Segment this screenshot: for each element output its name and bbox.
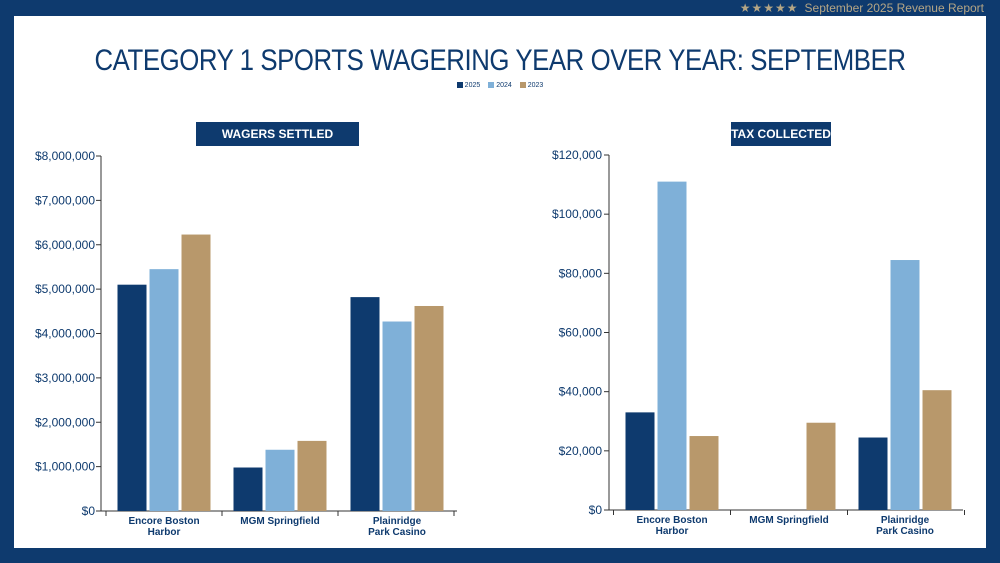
legend: 2025 2024 2023: [0, 82, 1000, 89]
wagers-y-tick-label: $5,000,000: [35, 282, 95, 296]
tax-y-tick-label: $60,000: [559, 326, 603, 340]
tax-y-tick-label: $100,000: [552, 207, 602, 221]
wagers-category-label: MGM Springfield: [240, 516, 319, 527]
wagers-category-label: Park Casino: [368, 527, 426, 538]
tax-category-label: Encore Boston: [636, 515, 707, 526]
wagers-settled-title: WAGERS SETTLED: [196, 122, 359, 146]
legend-label-2023: 2023: [527, 82, 544, 89]
wagers-y-tick-label: $7,000,000: [35, 193, 95, 207]
tax-category-label: MGM Springfield: [749, 515, 828, 526]
tax-bar-2024: [657, 181, 687, 510]
wagers-y-tick-label: $4,000,000: [35, 327, 95, 341]
tax-category-label: Harbor: [656, 526, 689, 537]
legend-item-2025: 2025: [456, 82, 481, 89]
tax-bar-2025: [625, 412, 655, 510]
wagers-bar-2023: [297, 440, 327, 511]
legend-swatch-2025: [456, 82, 463, 89]
report-label: September 2025 Revenue Report: [804, 1, 984, 15]
tax-category-label: Plainridge: [881, 515, 930, 526]
wagers-bar-2024: [382, 321, 412, 511]
report-tag: ★★★★★ September 2025 Revenue Report: [740, 0, 984, 16]
page-title: CATEGORY 1 SPORTS WAGERING YEAR OVER YEA…: [94, 44, 906, 77]
tax-collected-title: TAX COLLECTED: [731, 122, 831, 146]
tax-y-tick-label: $120,000: [552, 148, 602, 162]
legend-label-2025: 2025: [464, 82, 481, 89]
wagers-bar-2024: [265, 449, 295, 511]
tax-y-tick-label: $20,000: [559, 444, 603, 458]
wagers-bar-2025: [233, 467, 263, 511]
tax-category-label: Park Casino: [876, 526, 934, 537]
tax-y-tick-label: $0: [589, 503, 603, 517]
star-icons: ★★★★★: [739, 1, 799, 15]
tax-bar-2023: [806, 422, 836, 510]
wagers-bar-2024: [149, 269, 179, 511]
wagers-bar-2023: [414, 305, 444, 511]
tax-bar-2025: [858, 437, 888, 510]
wagers-y-tick-label: $3,000,000: [35, 371, 95, 385]
wagers-category-label: Plainridge: [373, 516, 422, 527]
wagers-y-tick-label: $2,000,000: [35, 415, 95, 429]
tax-y-tick-label: $40,000: [559, 385, 603, 399]
tax-y-tick-label: $80,000: [559, 266, 603, 280]
tax-bar-2023: [689, 436, 719, 510]
legend-item-2023: 2023: [519, 82, 544, 89]
wagers-bar-2025: [350, 297, 380, 511]
legend-item-2024: 2024: [488, 82, 512, 89]
wagers-y-tick-label: $1,000,000: [35, 460, 95, 474]
legend-swatch-2023: [519, 82, 526, 89]
wagers-bar-2023: [181, 234, 211, 511]
legend-swatch-2024: [488, 82, 495, 89]
wagers-category-label: Harbor: [148, 527, 181, 538]
wagers-y-tick-label: $0: [82, 504, 96, 518]
wagers-bar-2025: [117, 284, 147, 511]
legend-label-2024: 2024: [496, 82, 512, 89]
tax-bar-2024: [890, 260, 920, 510]
wagers-y-tick-label: $6,000,000: [35, 238, 95, 252]
wagers-category-label: Encore Boston: [128, 516, 199, 527]
wagers-y-tick-label: $8,000,000: [35, 149, 95, 163]
tax-bar-2023: [922, 390, 952, 510]
